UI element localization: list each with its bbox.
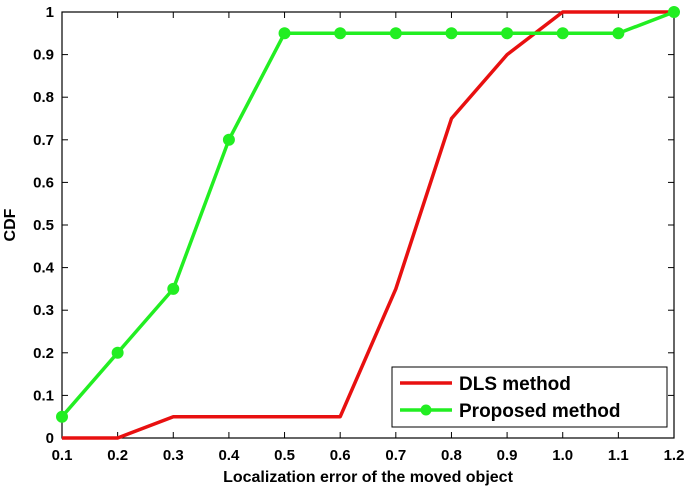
y-tick-label: 0.2: [33, 345, 54, 362]
x-axis-title: Localization error of the moved object: [223, 469, 513, 486]
y-tick-label: 0.3: [33, 302, 54, 319]
data-point-proposed-method: [501, 27, 514, 40]
data-point-proposed-method: [389, 27, 402, 40]
legend-box: [391, 366, 668, 428]
data-point-proposed-method: [334, 27, 347, 40]
legend-marker-proposed-method: [420, 404, 432, 416]
data-point-proposed-method: [111, 346, 124, 359]
x-tick-label: 0.4: [218, 447, 240, 464]
x-tick-label: 0.1: [52, 447, 73, 464]
series-line-proposed-method: [60, 10, 675, 418]
y-axis: 0 0.1 0.2 0.3 0.4 0.5 0.6 0.7 0.8 0.9 1: [33, 4, 674, 447]
data-point-proposed-method: [612, 27, 625, 40]
x-tick-label: 1.0: [552, 447, 573, 464]
y-tick-label: 0.9: [33, 47, 54, 64]
x-tick-label: 1.2: [664, 447, 685, 464]
data-point-proposed-method: [222, 133, 235, 146]
x-tick-label: 0.3: [163, 447, 184, 464]
y-axis-title: CDF: [2, 208, 19, 241]
data-point-proposed-method: [56, 410, 68, 423]
y-tick-label: 1: [46, 4, 54, 21]
y-tick-label: 0.4: [33, 260, 55, 277]
y-tick-label: 0.1: [33, 387, 54, 404]
x-axis: 0.1 0.2 0.3 0.4 0.5 0.6 0.7 0.8 0.9 1.0 1.1 1.2: [52, 12, 685, 464]
x-tick-label: 0.7: [385, 447, 406, 464]
y-tick-label: 0: [46, 430, 54, 447]
y-tick-label: 0.7: [33, 132, 54, 149]
legend-label-proposed-method: Proposed method: [459, 401, 621, 422]
series-line-dls-method: [62, 10, 674, 440]
legend: DLS method Proposed method: [391, 366, 668, 428]
x-tick-label: 0.5: [274, 447, 295, 464]
x-tick-label: 1.1: [608, 447, 629, 464]
x-tick-label: 0.6: [330, 447, 351, 464]
data-point-proposed-method: [445, 27, 458, 40]
legend-label-dls-method: DLS method: [459, 374, 571, 395]
x-tick-label: 0.9: [497, 447, 518, 464]
data-point-proposed-method: [278, 27, 291, 40]
x-tick-label: 0.2: [107, 447, 128, 464]
data-point-proposed-method: [556, 27, 569, 40]
data-point-proposed-method: [167, 282, 180, 295]
y-tick-label: 0.8: [33, 89, 54, 106]
y-tick-label: 0.6: [33, 174, 54, 191]
series-layer: [56, 6, 680, 440]
x-tick-label: 0.8: [441, 447, 462, 464]
data-point-proposed-method: [668, 6, 680, 18]
y-tick-label: 0.5: [33, 217, 54, 234]
